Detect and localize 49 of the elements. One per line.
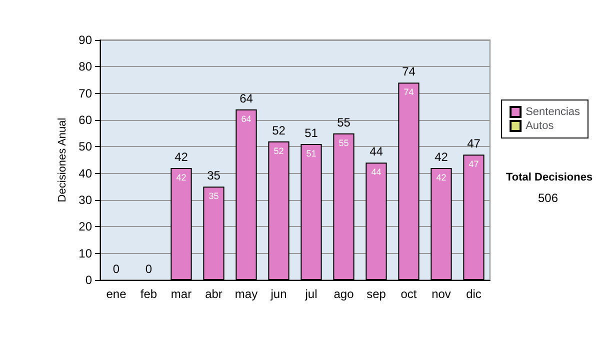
y-tick-label: 20 [78, 220, 92, 234]
x-tick-label: may [234, 287, 258, 301]
total-label: 44 [370, 144, 384, 159]
data-label: 64 [241, 114, 252, 124]
y-tick-label: 50 [78, 140, 92, 154]
data-label: 52 [274, 146, 284, 156]
y-tick-label: 40 [78, 166, 92, 180]
x-tick-label: nov [432, 287, 451, 301]
x-tick-label: ene [106, 287, 127, 301]
text: Total Decisiones [506, 172, 593, 184]
data-label: 42 [436, 172, 446, 182]
x-tick-label: mar [170, 287, 192, 301]
y-tick-label: 60 [78, 113, 92, 127]
data-label: 51 [306, 148, 316, 158]
x-tick-label: abr [205, 287, 222, 301]
y-tick-label: 70 [78, 86, 92, 100]
x-tick-label: feb [140, 287, 158, 301]
data-label: 35 [208, 191, 219, 202]
y-tick-label: 90 [78, 33, 92, 47]
y-tick-label: 0 [85, 273, 92, 287]
total-label: 42 [174, 150, 188, 164]
y-tick-label: 10 [78, 246, 92, 260]
total-label: 51 [304, 126, 318, 140]
x-tick-label: jun [270, 287, 287, 301]
total-label: 35 [207, 168, 221, 183]
total-label: 74 [402, 64, 416, 79]
x-tick-label: ago [334, 287, 354, 301]
x-tick-label: sep [366, 287, 386, 301]
total-label: 0 [112, 262, 120, 276]
total-label: 47 [467, 136, 481, 151]
x-tick-label: oct [400, 287, 418, 301]
total-label: 64 [240, 91, 254, 106]
total-label: 42 [434, 150, 448, 164]
y-axis-title: Decisiones Anual [56, 118, 68, 202]
data-label: 47 [468, 159, 479, 170]
legend-label: Autos [526, 120, 554, 132]
legend-label: Sentencias [526, 106, 580, 118]
data-label: 42 [176, 172, 186, 182]
total-label: 52 [272, 123, 286, 138]
x-tick-label: jul [304, 287, 318, 301]
data-label: 74 [404, 87, 414, 98]
x-tick-label: dic [466, 287, 482, 301]
total-label: 0 [145, 262, 152, 276]
total-label: 55 [337, 115, 351, 130]
y-tick-label: 30 [78, 193, 92, 207]
data-label: 44 [371, 167, 382, 178]
text: 506 [538, 191, 558, 205]
y-tick-label: 80 [78, 60, 92, 74]
data-label: 55 [338, 138, 349, 148]
